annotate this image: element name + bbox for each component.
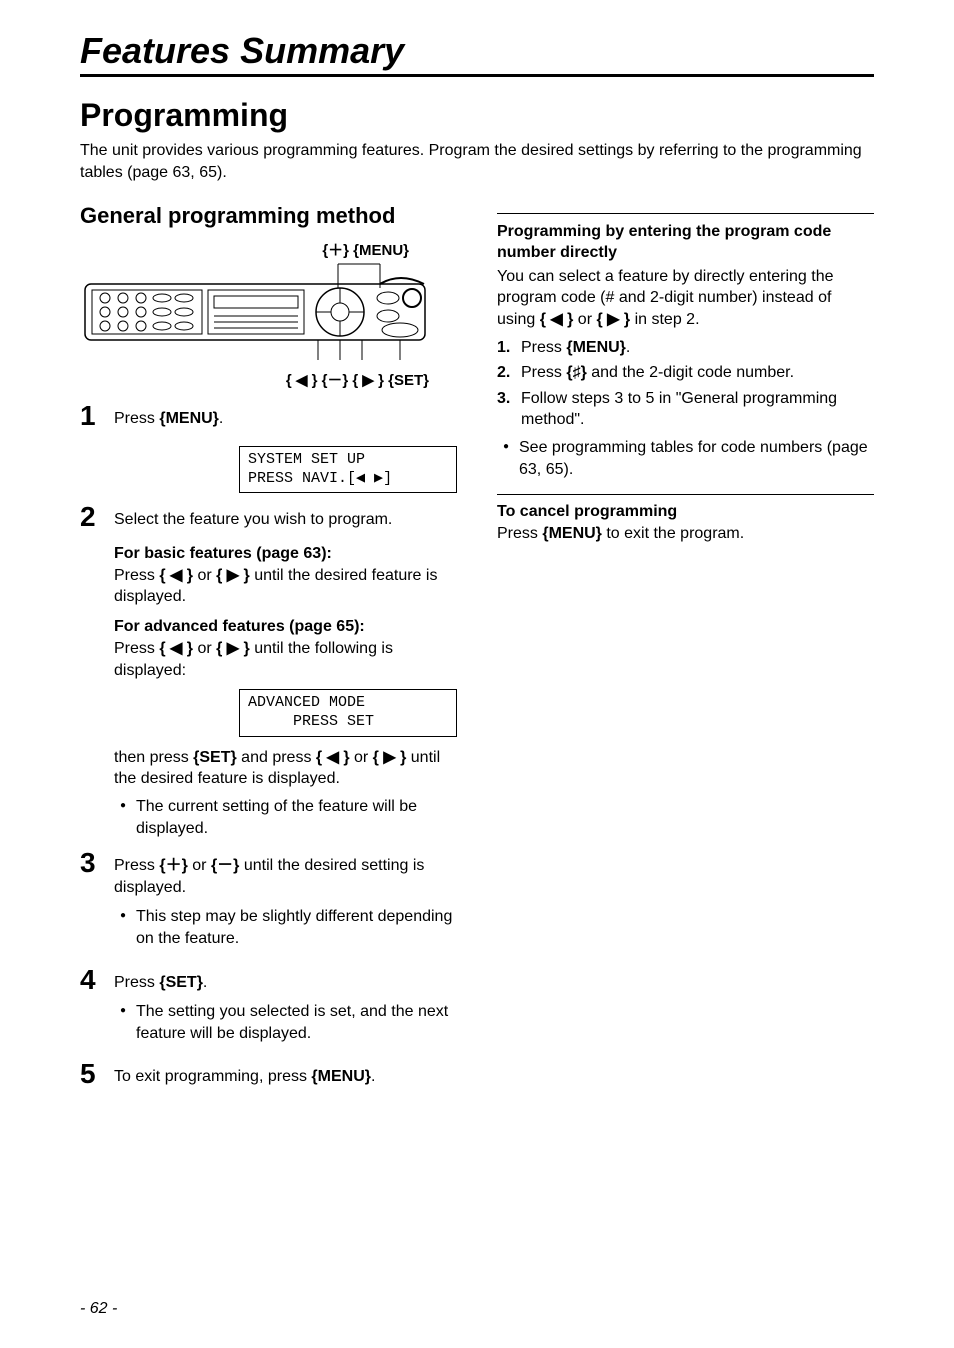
list-item: 3.Follow steps 3 to 5 in "General progra… xyxy=(497,388,874,431)
bullet-item: The current setting of the feature will … xyxy=(114,796,457,839)
bullet-item: The setting you selected is set, and the… xyxy=(114,1001,457,1044)
box-intro: You can select a feature by directly ent… xyxy=(497,266,874,331)
step-text: Press {MENU}. xyxy=(114,408,223,430)
diagram-bottom-labels: { ◀ } {－} { ▶ } {SET} xyxy=(80,369,429,390)
after-lcd-text: then press {SET} and press { ◀ } or { ▶ … xyxy=(114,747,457,790)
chapter-title: Features Summary xyxy=(80,30,874,77)
list-item: 1.Press {MENU}. xyxy=(497,337,874,359)
step-number: 5 xyxy=(80,1060,114,1088)
numbered-list: 1.Press {MENU}. 2.Press {♯} and the 2-di… xyxy=(497,337,874,431)
step-text: Press {SET}. xyxy=(114,972,457,994)
step-number: 3 xyxy=(80,849,114,877)
diagram-top-labels: {＋} {MENU} xyxy=(80,239,409,260)
step-1: 1 Press {MENU}. xyxy=(80,402,457,438)
bullet-item: See programming tables for code numbers … xyxy=(497,437,874,480)
fax-device-svg xyxy=(80,262,430,362)
step-4: 4 Press {SET}. The setting you selected … xyxy=(80,966,457,1051)
step-text: To exit programming, press {MENU}. xyxy=(114,1066,375,1088)
step-2-details: For basic features (page 63): Press { ◀ … xyxy=(114,545,457,839)
sub-text: Press { ◀ } or { ▶ } until the following… xyxy=(114,638,457,681)
step-text: Select the feature you wish to program. xyxy=(114,509,392,531)
bullet-item: This step may be slightly different depe… xyxy=(114,906,457,949)
step-number: 2 xyxy=(80,503,114,531)
step-number: 4 xyxy=(80,966,114,994)
step-3: 3 Press {＋} or {－} until the desired set… xyxy=(80,849,457,955)
box-title: Programming by entering the program code… xyxy=(497,222,874,264)
sub-heading: For advanced features (page 65): xyxy=(114,618,457,636)
step-5: 5 To exit programming, press {MENU}. xyxy=(80,1060,457,1096)
device-diagram: {＋} {MENU} xyxy=(80,239,457,390)
subsection-title: General programming method xyxy=(80,203,457,229)
lcd-display: SYSTEM SET UP PRESS NAVI.[◀ ▶] xyxy=(239,446,457,494)
list-item: 2.Press {♯} and the 2-digit code number. xyxy=(497,362,874,384)
step-number: 1 xyxy=(80,402,114,430)
box-text: Press {MENU} to exit the program. xyxy=(497,523,874,545)
section-title: Programming xyxy=(80,97,874,134)
box-title: To cancel programming xyxy=(497,503,874,521)
step-text: Press {＋} or {－} until the desired setti… xyxy=(114,855,457,898)
page-number: - 62 - xyxy=(80,1300,117,1318)
step-2: 2 Select the feature you wish to program… xyxy=(80,503,457,539)
right-column: Programming by entering the program code… xyxy=(497,199,874,1102)
divider xyxy=(497,213,874,214)
left-column: General programming method {＋} {MENU} xyxy=(80,199,457,1102)
lcd-display: ADVANCED MODE PRESS SET xyxy=(239,689,457,737)
intro-text: The unit provides various programming fe… xyxy=(80,140,874,183)
sub-text: Press { ◀ } or { ▶ } until the desired f… xyxy=(114,565,457,608)
divider xyxy=(497,494,874,495)
sub-heading: For basic features (page 63): xyxy=(114,545,457,563)
